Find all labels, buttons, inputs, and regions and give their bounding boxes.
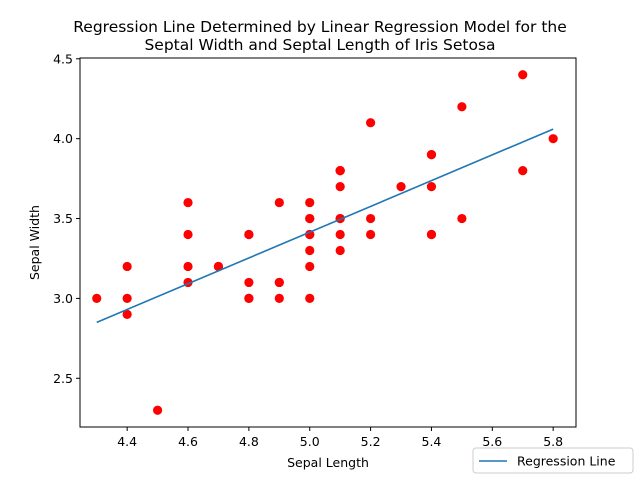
data-point	[183, 261, 193, 272]
data-point	[396, 181, 406, 192]
data-point	[244, 293, 254, 304]
data-point	[457, 102, 467, 112]
data-point	[183, 229, 193, 240]
data-point	[335, 245, 345, 256]
x-axis-label: Sepal Length	[287, 455, 369, 470]
x-axis-ticks: 4.4 4.6 4.8 5.0 5.2 5.4 5.6 5.8	[117, 427, 563, 449]
data-point	[426, 150, 437, 160]
x-tick-label: 4.8	[239, 434, 259, 449]
legend-label: Regression Line	[517, 454, 616, 469]
data-point	[335, 181, 345, 192]
data-point	[366, 118, 376, 128]
x-tick-label: 5.6	[482, 434, 502, 449]
data-point	[335, 229, 345, 240]
y-tick-label: 4.5	[53, 51, 73, 66]
x-tick-label: 5.8	[543, 434, 563, 449]
y-tick-label: 4.0	[53, 131, 73, 146]
chart-title-line-2: Septal Width and Septal Length of Iris S…	[144, 36, 495, 54]
x-tick-label: 4.4	[117, 434, 137, 449]
x-tick-label: 5.0	[300, 434, 320, 449]
data-point	[426, 229, 437, 240]
data-point	[122, 293, 132, 304]
y-axis-label: Sepal Width	[27, 205, 42, 280]
regression-line	[96, 128, 554, 324]
data-point	[122, 309, 132, 319]
data-point	[274, 197, 284, 208]
data-point	[518, 70, 528, 80]
data-point	[274, 293, 284, 304]
data-point	[244, 277, 254, 288]
y-tick-label: 2.5	[53, 371, 73, 386]
data-point	[305, 245, 315, 256]
data-point	[335, 166, 345, 176]
data-point	[183, 197, 193, 208]
plot-marks	[92, 70, 558, 415]
y-tick-label: 3.5	[53, 211, 73, 226]
data-point	[548, 134, 558, 144]
data-point	[274, 277, 284, 288]
data-point	[305, 213, 315, 224]
data-point	[244, 229, 254, 240]
data-point	[305, 229, 315, 240]
x-tick-label: 5.4	[422, 434, 442, 449]
legend-box	[472, 447, 634, 474]
y-axis-ticks: 2.5 3.0 3.5 4.0 4.5	[53, 51, 80, 386]
y-tick-label: 3.0	[53, 291, 73, 306]
chart-title-line-1: Regression Line Determined by Linear Reg…	[73, 18, 567, 36]
plot-frame	[79, 57, 577, 428]
x-tick-label: 5.2	[361, 434, 381, 449]
data-point	[366, 213, 376, 224]
data-point	[213, 261, 224, 272]
legend: Regression Line	[472, 447, 634, 474]
data-point	[122, 261, 132, 272]
data-point	[305, 197, 315, 208]
data-point	[92, 293, 102, 304]
data-point	[305, 293, 315, 304]
data-point	[366, 229, 376, 240]
data-point	[518, 166, 528, 176]
data-point	[426, 181, 437, 192]
data-point	[305, 261, 315, 272]
data-point	[457, 213, 467, 224]
x-tick-label: 4.6	[178, 434, 198, 449]
data-point	[152, 405, 163, 415]
